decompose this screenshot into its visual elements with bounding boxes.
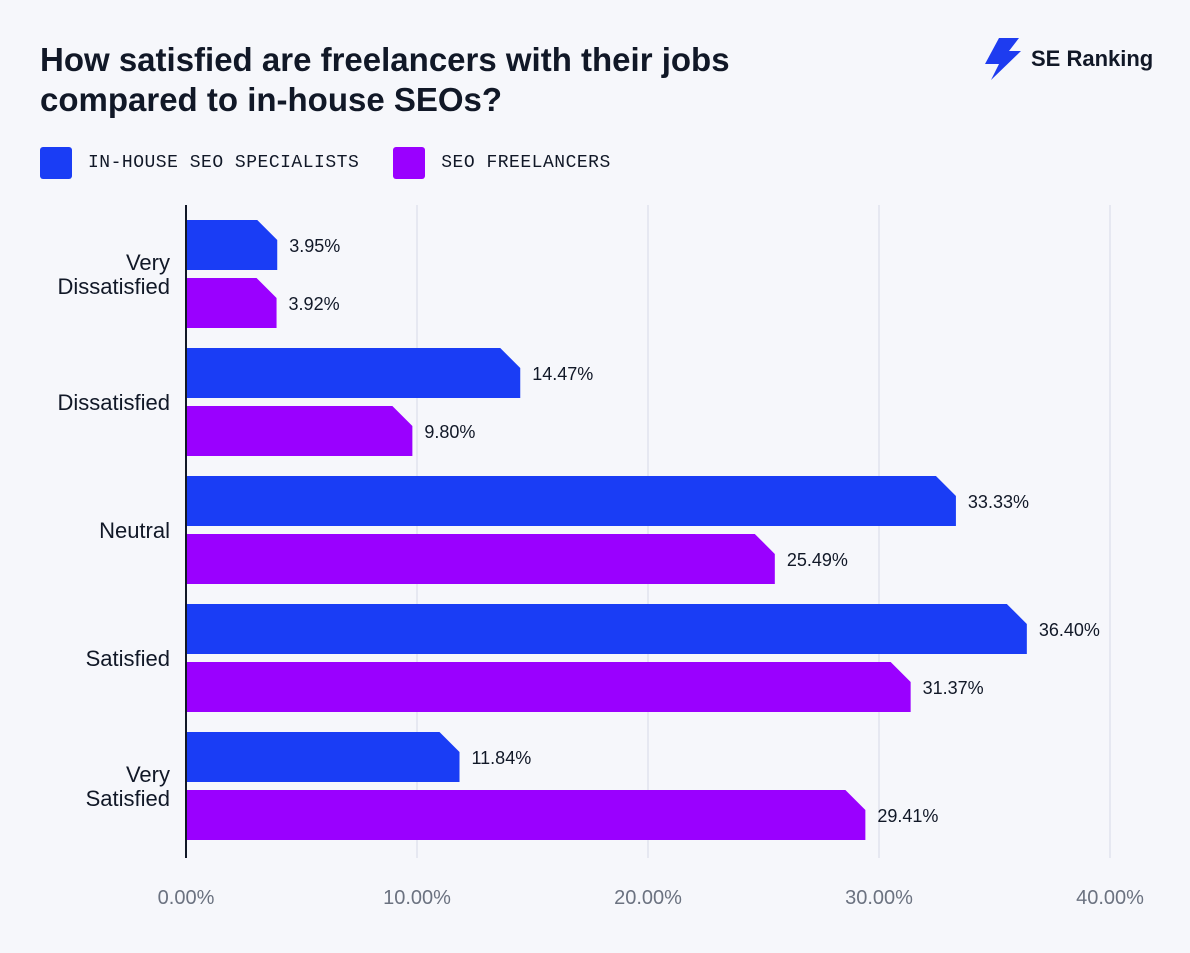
data-label: 36.40%: [1039, 620, 1100, 640]
bar: [186, 278, 277, 328]
x-tick-label: 30.00%: [845, 887, 913, 909]
bar: [186, 662, 911, 712]
brand-logo: SE Ranking: [985, 38, 1153, 80]
data-label: 3.92%: [289, 294, 340, 314]
bar: [186, 220, 278, 270]
data-label: 14.47%: [532, 364, 593, 384]
chart-legend: IN-HOUSE SEO SPECIALISTS SEO FREELANCERS: [40, 147, 645, 179]
category-label-line: Dissatisfied: [58, 390, 170, 415]
bar: [186, 476, 956, 526]
data-label: 31.37%: [923, 678, 984, 698]
legend-item-freelancers: SEO FREELANCERS: [393, 147, 611, 179]
category-label-line: Very: [126, 762, 170, 787]
category-label-line: Very: [126, 250, 170, 275]
data-label: 9.80%: [424, 422, 475, 442]
bar: [186, 732, 460, 782]
category-label-line: Dissatisfied: [58, 274, 170, 299]
category-label: Very Satisfied: [86, 762, 170, 811]
bar: [186, 348, 521, 398]
category-label-line: Satisfied: [86, 786, 170, 811]
data-label: 25.49%: [787, 550, 848, 570]
legend-label-in-house: IN-HOUSE SEO SPECIALISTS: [88, 153, 360, 173]
legend-swatch-freelancers: [393, 147, 426, 179]
bar: [186, 604, 1027, 654]
category-label-line: Neutral: [99, 518, 170, 543]
data-label: 11.84%: [472, 748, 532, 768]
category-label: Dissatisfied: [58, 390, 170, 415]
category-label-line: Satisfied: [86, 646, 170, 671]
x-tick-label: 40.00%: [1076, 887, 1144, 909]
category-label: Satisfied: [86, 646, 170, 671]
x-tick-label: 10.00%: [383, 887, 451, 909]
bar: [186, 534, 775, 584]
data-label: 3.95%: [289, 236, 340, 256]
category-label: Very Dissatisfied: [58, 250, 170, 299]
se-ranking-bolt-icon: [985, 38, 1021, 80]
data-label: 33.33%: [968, 492, 1029, 512]
brand-name: SE Ranking: [1031, 46, 1154, 71]
x-tick-label: 0.00%: [158, 887, 215, 909]
bar: [186, 790, 866, 840]
x-tick-label: 20.00%: [614, 887, 682, 909]
category-label: Neutral: [99, 518, 170, 543]
chart-title: How satisfied are freelancers with their…: [40, 41, 730, 118]
data-label: 29.41%: [877, 806, 938, 826]
legend-item-in-house: IN-HOUSE SEO SPECIALISTS: [40, 147, 359, 179]
legend-label-freelancers: SEO FREELANCERS: [441, 153, 611, 173]
bar: [186, 406, 413, 456]
legend-swatch-in-house: [40, 147, 72, 179]
